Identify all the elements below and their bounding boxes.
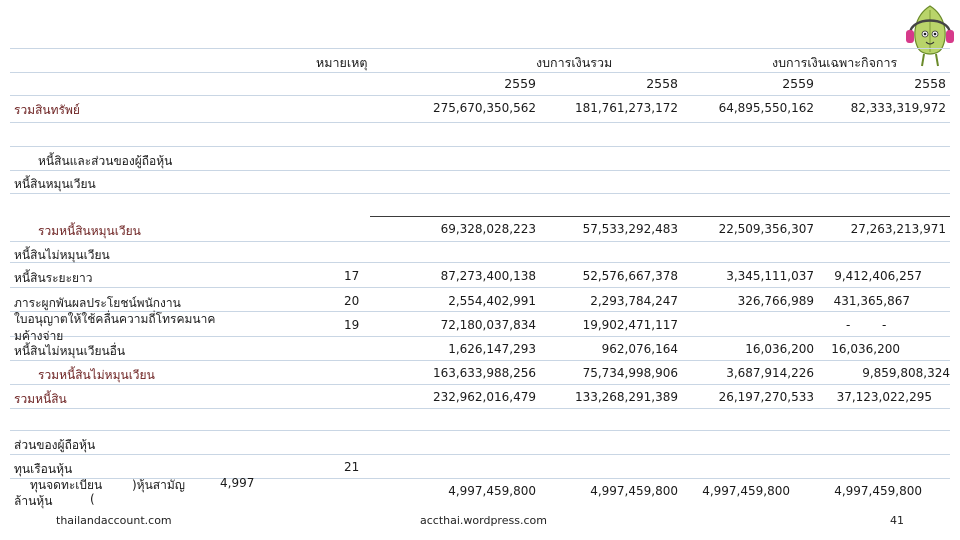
- cell: 275,670,350,562: [432, 101, 536, 115]
- cell: 4,997,459,800: [448, 484, 536, 498]
- rule: [10, 72, 950, 73]
- year-col4: 2558: [914, 76, 946, 91]
- cell: 27,263,213,971: [850, 222, 946, 236]
- cell: 326,766,989: [737, 294, 814, 308]
- row-note: 19: [344, 318, 360, 332]
- row-inline-paren: (: [90, 492, 95, 506]
- row-label-liabilities-equity: หนี้สินและส่วนของผู้ถือหุ้น: [38, 154, 173, 168]
- row-inline-share-count: 4,997: [220, 476, 255, 490]
- rule: [10, 170, 950, 171]
- row-label-total-liabilities: รวมหนี้สิน: [14, 392, 67, 406]
- cell: 431,365,867: [833, 294, 910, 308]
- cell: 4,997,459,800: [702, 484, 790, 498]
- rule: [10, 287, 950, 288]
- row-note: 20: [344, 294, 360, 308]
- cell: 72,180,037,834: [440, 318, 536, 332]
- rule: [10, 430, 950, 431]
- row-label-total-current-liabilities: รวมหนี้สินหมุนเวียน: [38, 224, 141, 238]
- row-label-spectrum-license-cont: มค้างจ่าย: [14, 329, 64, 343]
- rule: [10, 48, 950, 49]
- row-label-long-term-debt: หนี้สินระยะยาว: [14, 271, 93, 285]
- footer-center-link[interactable]: accthai.wordpress.com: [420, 514, 547, 527]
- cell: 22,509,356,307: [718, 222, 814, 236]
- cell: 26,197,270,533: [718, 390, 814, 404]
- row-note: 17: [344, 269, 360, 283]
- cell: 69,328,028,223: [440, 222, 536, 236]
- rule: [10, 311, 950, 312]
- row-label-current-liabilities: หนี้สินหมุนเวียน: [14, 177, 96, 191]
- cell: 52,576,667,378: [582, 269, 678, 283]
- row-label-million-shares: ล้านหุ้น: [14, 494, 53, 508]
- dash-cell: -: [882, 318, 887, 332]
- cell: 181,761,273,172: [574, 101, 678, 115]
- cell: 4,997,459,800: [590, 484, 678, 498]
- cell: 16,036,200: [831, 342, 900, 356]
- rule: [10, 262, 950, 263]
- rule: [10, 408, 950, 409]
- cell: 9,412,406,257: [834, 269, 922, 283]
- cell: 2,293,784,247: [590, 294, 678, 308]
- rule: [10, 336, 950, 337]
- subtotal-rule: [370, 216, 950, 217]
- row-label-noncurrent-liabilities: หนี้สินไม่หมุนเวียน: [14, 248, 110, 262]
- cell: 87,273,400,138: [440, 269, 536, 283]
- row-label-other-noncurrent: หนี้สินไม่หมุนเวียนอื่น: [14, 344, 126, 358]
- row-label-employee-benefit: ภาระผูกพันผลประโยชน์พนักงาน: [14, 296, 181, 310]
- rule: [10, 454, 950, 455]
- cell: 37,123,022,295: [836, 390, 932, 404]
- row-label-shareholders-equity: ส่วนของผู้ถือหุ้น: [14, 438, 96, 452]
- rule: [10, 122, 950, 123]
- cell: 1,626,147,293: [448, 342, 536, 356]
- cell: 4,997,459,800: [834, 484, 922, 498]
- cell: 232,962,016,479: [432, 390, 536, 404]
- cell: 2,554,402,991: [448, 294, 536, 308]
- cell: 133,268,291,389: [574, 390, 678, 404]
- cell: 163,633,988,256: [432, 366, 536, 380]
- cell: 82,333,319,972: [850, 101, 946, 115]
- year-col1: 2559: [504, 76, 536, 91]
- cell: 75,734,998,906: [582, 366, 678, 380]
- cell: 19,902,471,117: [582, 318, 678, 332]
- consolidated-header: งบการเงินรวม: [536, 55, 613, 70]
- cell: 962,076,164: [601, 342, 678, 356]
- page-number: 41: [890, 514, 904, 527]
- rule: [10, 193, 950, 194]
- rule: [10, 360, 950, 361]
- rule: [10, 146, 950, 147]
- rule: [10, 478, 950, 479]
- row-label-spectrum-license: ใบอนุญาตให้ใช้คลื่นความถี่โทรคมนาค: [14, 312, 216, 326]
- rule: [10, 241, 950, 242]
- leaf-mascot-with-headphones-icon: [906, 5, 954, 67]
- year-col3: 2559: [782, 76, 814, 91]
- cell: 9,859,808,324: [862, 366, 950, 380]
- footer-left-link[interactable]: thailandaccount.com: [56, 514, 172, 527]
- rule: [10, 95, 950, 96]
- separate-header: งบการเงินเฉพาะกิจการ: [772, 55, 898, 70]
- row-label-share-capital: ทุนเรือนหุ้น: [14, 462, 73, 476]
- row-label-total-assets: รวมสินทรัพย์: [14, 103, 80, 117]
- year-col2: 2558: [646, 76, 678, 91]
- row-label-total-noncurrent: รวมหนี้สินไม่หมุนเวียน: [38, 368, 155, 382]
- row-inline-common-shares: )หุ้นสามัญ: [132, 478, 185, 492]
- cell: 3,345,111,037: [726, 269, 814, 283]
- cell: 64,895,550,162: [718, 101, 814, 115]
- dash-cell: -: [846, 318, 851, 332]
- note-column-header: หมายเหตุ: [316, 55, 368, 70]
- cell: 3,687,914,226: [726, 366, 814, 380]
- cell: 57,533,292,483: [582, 222, 678, 236]
- rule: [10, 384, 950, 385]
- row-label-registered-capital: ทุนจดทะเบียน: [30, 478, 103, 492]
- cell: 16,036,200: [745, 342, 814, 356]
- row-note: 21: [344, 460, 360, 474]
